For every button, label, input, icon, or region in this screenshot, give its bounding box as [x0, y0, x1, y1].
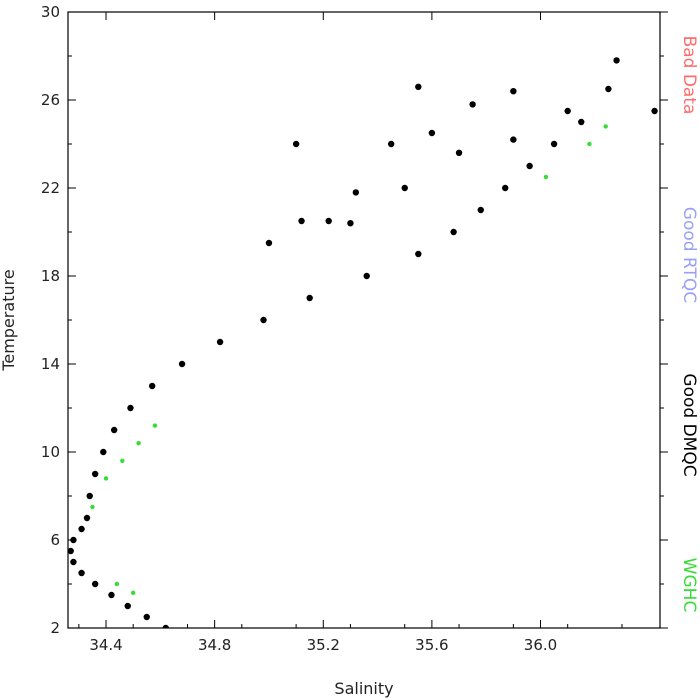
- x-tick-label: 34.4: [89, 636, 122, 654]
- data-point: [543, 174, 549, 180]
- data-point: [455, 149, 463, 156]
- data-point: [605, 85, 612, 93]
- data-point: [526, 162, 533, 170]
- data-point: [477, 206, 484, 214]
- data-point: [587, 141, 592, 147]
- data-point: [78, 569, 85, 577]
- data-point: [83, 514, 91, 522]
- y-tick-label: 26: [41, 91, 60, 109]
- x-axis-label: Salinity: [334, 679, 393, 698]
- data-point: [469, 101, 476, 108]
- data-point: [152, 423, 158, 428]
- data-point: [136, 441, 141, 446]
- data-point: [90, 504, 95, 510]
- y-tick-label: 6: [50, 531, 60, 549]
- data-point: [100, 448, 107, 456]
- legend-item-good-rtqc: Good RTQC: [679, 207, 699, 303]
- data-point: [502, 184, 509, 192]
- x-tick-label: 36.0: [524, 636, 557, 654]
- data-point: [70, 558, 77, 566]
- data-point: [325, 217, 332, 225]
- data-point: [265, 239, 273, 247]
- data-point: [298, 217, 305, 225]
- y-tick-label: 10: [41, 443, 60, 461]
- x-tick-label: 35.6: [415, 636, 448, 654]
- data-point: [603, 124, 608, 129]
- data-point: [110, 426, 118, 434]
- legend-item-bad-data: Bad Data: [679, 36, 699, 115]
- data-point: [86, 492, 93, 500]
- y-tick-label: 14: [41, 355, 60, 373]
- legend: Bad Data Good RTQC Good DMQC WGHC: [679, 36, 699, 613]
- data-point: [306, 294, 313, 302]
- y-tick-label: 2: [50, 619, 60, 637]
- data-point: [613, 57, 620, 64]
- data-point: [91, 580, 99, 588]
- data-point: [78, 525, 85, 533]
- data-point: [415, 250, 422, 258]
- data-point: [103, 476, 109, 481]
- y-axis-label: Temperature: [0, 269, 18, 371]
- data-point: [352, 189, 360, 196]
- data-point: [564, 107, 571, 115]
- data-point: [428, 129, 436, 137]
- data-point: [450, 228, 457, 236]
- legend-item-wghc: WGHC: [679, 558, 699, 613]
- legend-item-good-dmqc: Good DMQC: [679, 373, 699, 476]
- y-tick-label: 18: [41, 267, 60, 285]
- data-point: [127, 404, 134, 412]
- data-point: [178, 360, 186, 368]
- axis-ticks-layer: [68, 11, 668, 629]
- y-tick-label: 30: [41, 3, 60, 21]
- data-point: [260, 316, 267, 324]
- x-tick-label: 35.2: [307, 636, 340, 654]
- y-tick-label: 22: [41, 179, 60, 197]
- plot-frame: [67, 11, 661, 629]
- data-point: [510, 136, 517, 143]
- data-point: [578, 118, 585, 126]
- data-point: [108, 591, 115, 599]
- data-point: [114, 581, 120, 587]
- data-point: [143, 613, 150, 621]
- data-point: [363, 272, 370, 280]
- data-point: [68, 547, 74, 555]
- data-point: [292, 140, 300, 148]
- data-point: [550, 140, 558, 148]
- data-point: [216, 338, 224, 346]
- data-point: [347, 220, 354, 227]
- data-point: [162, 624, 169, 628]
- data-point: [91, 470, 99, 478]
- data-points-layer: [68, 57, 658, 628]
- data-point: [651, 107, 658, 115]
- data-point: [510, 88, 517, 95]
- x-tick-label: 34.8: [198, 636, 231, 654]
- data-point: [387, 140, 395, 148]
- data-point: [415, 83, 422, 91]
- data-point: [401, 184, 408, 192]
- data-point: [124, 602, 131, 610]
- data-point: [130, 590, 136, 595]
- data-point: [120, 458, 125, 463]
- data-point: [148, 382, 156, 390]
